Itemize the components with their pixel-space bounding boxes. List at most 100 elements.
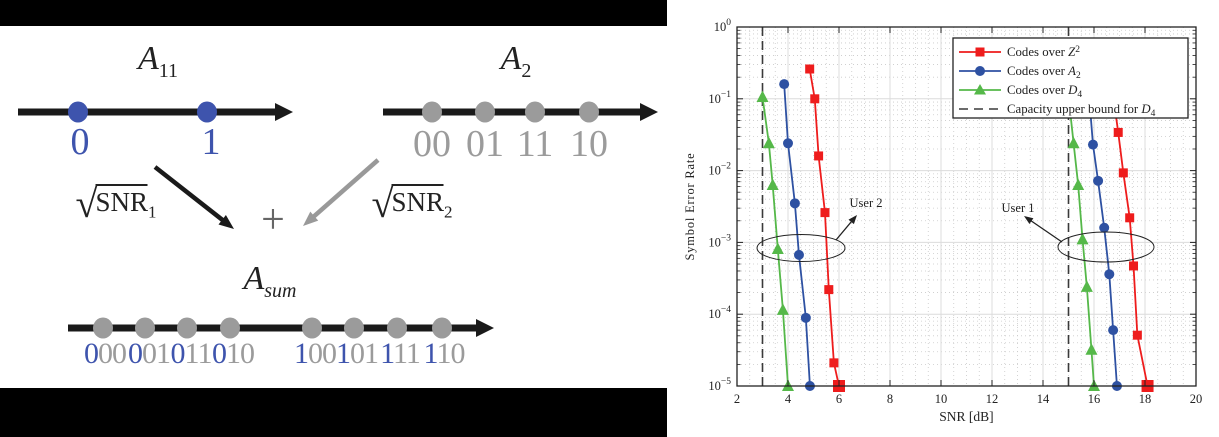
sum-constellation-point [93,317,113,339]
asum-bit-label: 110 [423,337,466,370]
snr2-arrow [303,158,380,226]
sum-constellation-point [135,317,155,339]
annotation-text: User 2 [850,196,883,210]
y-tick-label: 10−4 [708,305,731,321]
data-point-marker [814,151,824,161]
snr1-arrow [153,165,234,229]
data-point-marker [1093,175,1104,186]
data-point-marker [1108,325,1119,336]
y-tick-label: 10−3 [708,233,731,249]
x-tick-label: 8 [887,392,893,406]
minor-grid [737,27,1196,386]
data-point-marker [1132,330,1142,340]
sum-constellation-point [432,317,452,339]
plus-sign: + [261,197,285,243]
data-point-marker [1067,136,1080,149]
legend-entry-label: Capacity upper bound for D4 [1007,102,1156,119]
sum-constellation-point [344,317,364,339]
blue-constellation-point [68,101,88,123]
y-tick-label: 10−1 [708,90,731,106]
annotation-text: User 1 [1002,201,1035,215]
data-point-marker [783,138,793,149]
data-point-marker [1080,280,1093,292]
gray-constellation-point [475,101,495,123]
data-point-marker [793,249,804,260]
x-tick-label: 12 [986,392,999,406]
x-tick-label: 14 [1037,392,1050,406]
asum-bit-label: 000 [84,337,127,370]
a11-number-line [18,103,293,121]
data-point-marker [805,64,815,74]
legend-entry-label: Codes over Z2 [1007,45,1080,59]
data-point-marker [829,358,839,368]
sqrt-snr1-label: √SNR1 [75,181,157,226]
x-tick-label: 16 [1088,392,1101,406]
data-point-marker [1129,261,1139,271]
data-point-marker [1087,139,1098,150]
annotation-1: User 2 [756,196,883,262]
asum-bit-label: 111 [380,337,421,370]
sum-constellation-point [220,317,240,339]
a2-bit-label: 11 [516,123,554,165]
black-bar-top [0,0,667,26]
x-tick-label: 6 [836,392,842,406]
annotation-2: User 1 [1002,201,1155,263]
asum-bit-label: 010 [212,337,255,370]
y-axis-label: Symbol Error Rate [683,152,697,260]
y-tick-label: 10−2 [708,162,731,178]
a11-label: A11 [137,40,179,82]
series-D4_user1 [1059,66,1100,391]
data-point-marker [779,79,790,90]
axis-ticks [736,26,1197,387]
data-point-marker [824,285,834,295]
data-point-marker [810,94,820,104]
gray-constellation-point [422,101,442,123]
data-point-marker [1125,213,1135,223]
asum-number-line [68,319,494,337]
legend: Codes over Z2 Codes over A2 Codes over D4 C… [952,37,1189,119]
data-point-marker [800,312,811,323]
data-point-marker [1118,168,1128,178]
a2-bit-label: 00 [413,123,451,165]
diagram-graphics [0,0,667,437]
data-point-marker [820,208,830,218]
sum-constellation-point [302,317,322,339]
gray-constellation-point [579,101,599,123]
a11-bit-label: 0 [70,121,90,163]
y-tick-label: 10−5 [708,377,731,393]
data-point-marker [1085,343,1098,355]
a2-bit-label: 10 [570,123,608,165]
data-point-marker [1076,232,1089,245]
data-point-marker [1099,222,1110,233]
sqrt-snr2-label: √SNR2 [371,181,453,226]
series-A2_user2 [779,79,815,391]
ser-plot: User 2 User 1 2 4 6 8 10 12 14 16 18 20 100 10−1 10−2 1… [660,0,1219,437]
a2-bit-label: 01 [466,123,504,165]
plot-frame [736,26,1197,387]
asum-bit-label: 100 [294,337,337,370]
asum-label: Asum [243,260,297,302]
asum-bit-label: 001 [128,337,171,370]
x-tick-label: 20 [1190,392,1203,406]
data-point-marker [762,136,775,149]
sum-constellation-point [387,317,407,339]
y-tick-label: 100 [714,18,732,34]
legend-entry-label: Codes over A2 [1007,64,1081,81]
x-tick-label: 2 [734,392,740,406]
blue-constellation-point [197,101,217,123]
x-tick-label: 4 [785,392,792,406]
constellation-diagram: A11 A2 √SNR1 + √SNR2 Asum 0 1 00 01 11 10 000 0… [0,0,667,437]
asum-bit-label: 101 [336,337,379,370]
data-point-marker [789,198,800,209]
x-axis-label: SNR [dB] [939,409,993,424]
gray-constellation-point [525,101,545,123]
a11-bit-label: 1 [201,121,221,163]
data-point-marker [756,90,769,102]
data-point-marker [771,242,784,254]
a2-label: A2 [500,40,532,82]
data-point-marker [776,303,789,315]
data-point-marker [1104,269,1115,280]
plot-graphics: User 2 User 1 2 4 6 8 10 12 14 16 18 20 100 10−1 10−2 1… [683,18,1203,424]
x-tick-label: 10 [935,392,948,406]
